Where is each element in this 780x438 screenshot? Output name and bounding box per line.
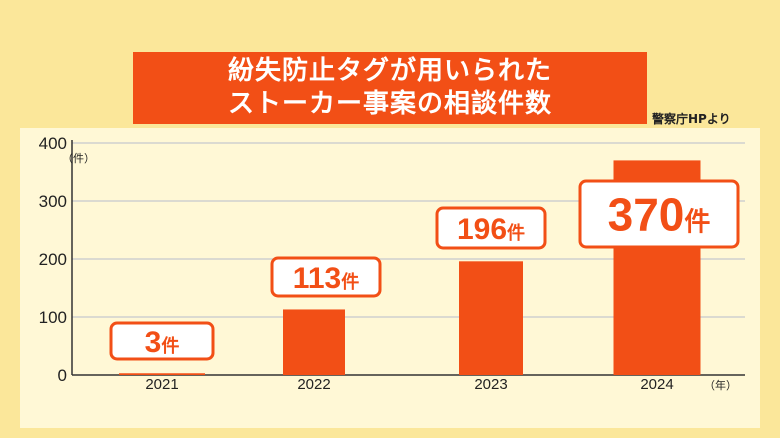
data-label-number: 196: [457, 213, 507, 246]
value-callout-box: [578, 179, 740, 249]
bar-2022: [283, 309, 345, 375]
y-tick-label: 100: [39, 308, 67, 327]
data-label-unit: 件: [161, 335, 179, 357]
y-unit-label: （件）: [62, 152, 95, 165]
x-tick-label: 2024: [640, 376, 673, 393]
data-label-2023: 196件: [457, 213, 525, 246]
y-tick-label: 300: [39, 192, 67, 211]
title-line-1: 紛失防止タグが用いられた: [227, 56, 552, 86]
y-tick-label: 400: [39, 134, 67, 153]
data-label-2021: 3件: [145, 326, 180, 359]
data-label-unit: 件: [507, 222, 525, 244]
data-label-number: 113: [293, 262, 341, 295]
value-callout-box: [435, 206, 547, 250]
title-line-2: ストーカー事案の相談件数: [227, 89, 552, 119]
value-callout-box: [270, 256, 382, 298]
data-label-number: 3: [145, 326, 162, 359]
source-note: 警察庁HPより: [652, 112, 731, 126]
data-label-number: 370: [608, 189, 685, 241]
data-label-2024: 370件: [608, 189, 711, 241]
data-label-unit: 件: [341, 271, 359, 293]
x-tick-label: 2022: [297, 376, 330, 393]
y-tick-label: 200: [39, 250, 67, 269]
bar-2023: [459, 261, 523, 375]
data-label-unit: 件: [684, 208, 710, 238]
x-tick-label: 2023: [474, 376, 507, 393]
data-label-2022: 113件: [293, 262, 359, 295]
value-callout-box: [109, 321, 215, 361]
x-tick-label: 2021: [145, 376, 178, 393]
x-unit-label: （年）: [704, 378, 737, 392]
title-banner: 紛失防止タグが用いられた ストーカー事案の相談件数: [133, 52, 647, 124]
bar-2021: [119, 373, 205, 375]
y-tick-label: 0: [58, 366, 67, 385]
